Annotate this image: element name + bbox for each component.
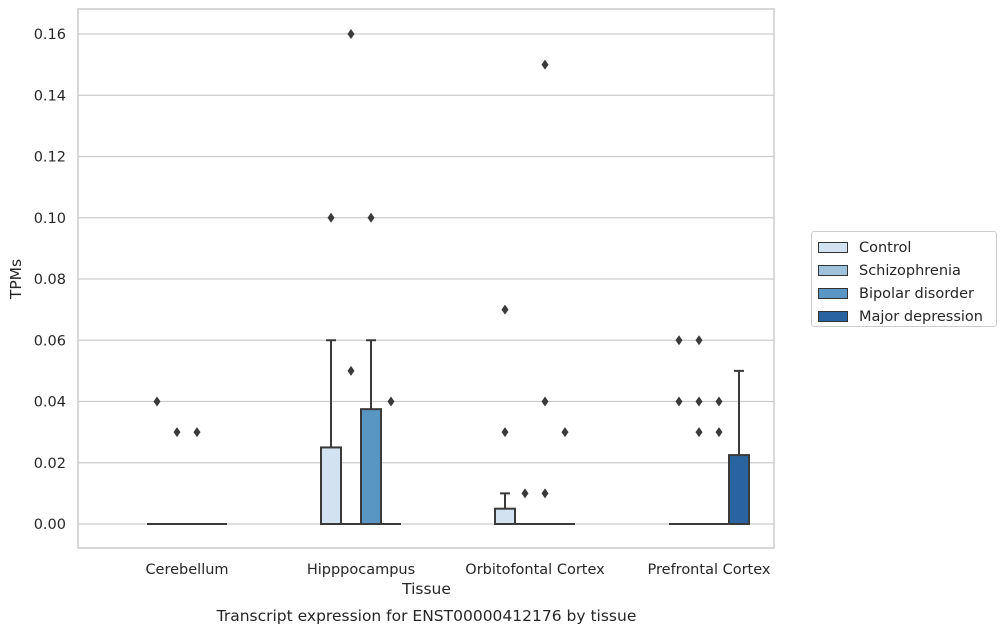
box-schizophrenia (515, 488, 535, 525)
outlier-point (347, 365, 355, 376)
x-tick-label: Orbitofontal Cortex (465, 562, 605, 578)
outlier-point (193, 427, 201, 438)
legend-item: Schizophrenia (818, 259, 996, 282)
legend-item: Bipolar disorder (818, 282, 996, 305)
box-control (494, 304, 516, 525)
box (360, 408, 382, 525)
outlier-point (501, 427, 509, 438)
y-axis-ticks: 0.00 0.02 0.04 0.06 0.08 0.10 0.12 0.14 0.16 (34, 27, 66, 533)
box-bipolar-disorder (709, 396, 729, 525)
box-schizophrenia (689, 335, 709, 525)
y-tick-label: 0.00 (34, 517, 66, 533)
outlier-point (715, 427, 723, 438)
box-control (320, 212, 342, 525)
y-axis-label: TPMs (7, 258, 25, 300)
legend-label: Schizophrenia (859, 262, 961, 279)
box-bipolar-disorder (360, 212, 382, 525)
gridlines (78, 33, 774, 525)
y-tick-label: 0.06 (34, 333, 66, 349)
x-axis-ticks: Cerebellum Hipppocampus Orbitofontal Corte… (145, 562, 770, 578)
outlier-point (695, 427, 703, 438)
outlier-point (561, 427, 569, 438)
x-tick-label: Hipppocampus (307, 562, 415, 578)
legend-item: Major depression (818, 305, 996, 328)
outlier-point (675, 335, 683, 346)
figure-caption: Transcript expression for ENST0000041217… (216, 607, 637, 625)
y-tick-label: 0.12 (34, 150, 66, 166)
box-major-depression (728, 369, 750, 525)
box-major-depression (555, 427, 575, 525)
box-plot-marks (147, 29, 750, 525)
outlier-point (327, 212, 335, 223)
legend-item: Control (818, 236, 996, 259)
box (728, 454, 750, 525)
plot-frame (77, 8, 775, 549)
y-tick-label: 0.02 (34, 456, 66, 472)
y-tick-label: 0.16 (34, 27, 66, 43)
box-control (669, 335, 689, 525)
outlier-point (715, 396, 723, 407)
legend-label: Control (859, 239, 912, 256)
box-bipolar-disorder (535, 59, 555, 525)
legend-swatch (818, 311, 848, 322)
outlier-point (367, 212, 375, 223)
box-control (147, 396, 167, 525)
y-tick-label: 0.10 (34, 211, 66, 227)
box-major-depression (381, 396, 401, 525)
box (494, 507, 516, 525)
x-tick-label: Prefrontal Cortex (648, 562, 771, 578)
box-bipolar-disorder (187, 427, 207, 525)
box (320, 446, 342, 525)
outlier-point (695, 396, 703, 407)
outlier-point (501, 304, 509, 315)
x-tick-label: Cerebellum (145, 562, 228, 578)
outlier-point (387, 396, 395, 407)
legend-swatch (818, 265, 848, 276)
legend-swatch (818, 288, 848, 299)
y-tick-label: 0.08 (34, 272, 66, 288)
outlier-point (675, 396, 683, 407)
legend-label: Major depression (859, 308, 983, 325)
outlier-point (541, 59, 549, 70)
box-schizophrenia (341, 29, 361, 525)
outlier-point (541, 488, 549, 499)
outlier-point (347, 29, 355, 39)
y-tick-label: 0.14 (34, 88, 66, 104)
outlier-point (153, 396, 161, 407)
outlier-point (541, 396, 549, 407)
box-schizophrenia (167, 427, 187, 525)
legend: Control Schizophrenia Bipolar disorder Majo… (811, 231, 997, 327)
x-axis-label: Tissue (402, 580, 451, 598)
outlier-point (173, 427, 181, 438)
y-tick-label: 0.04 (34, 395, 66, 411)
legend-label: Bipolar disorder (859, 285, 974, 302)
legend-swatch (818, 242, 848, 253)
outlier-point (695, 335, 703, 346)
outlier-point (521, 488, 529, 499)
